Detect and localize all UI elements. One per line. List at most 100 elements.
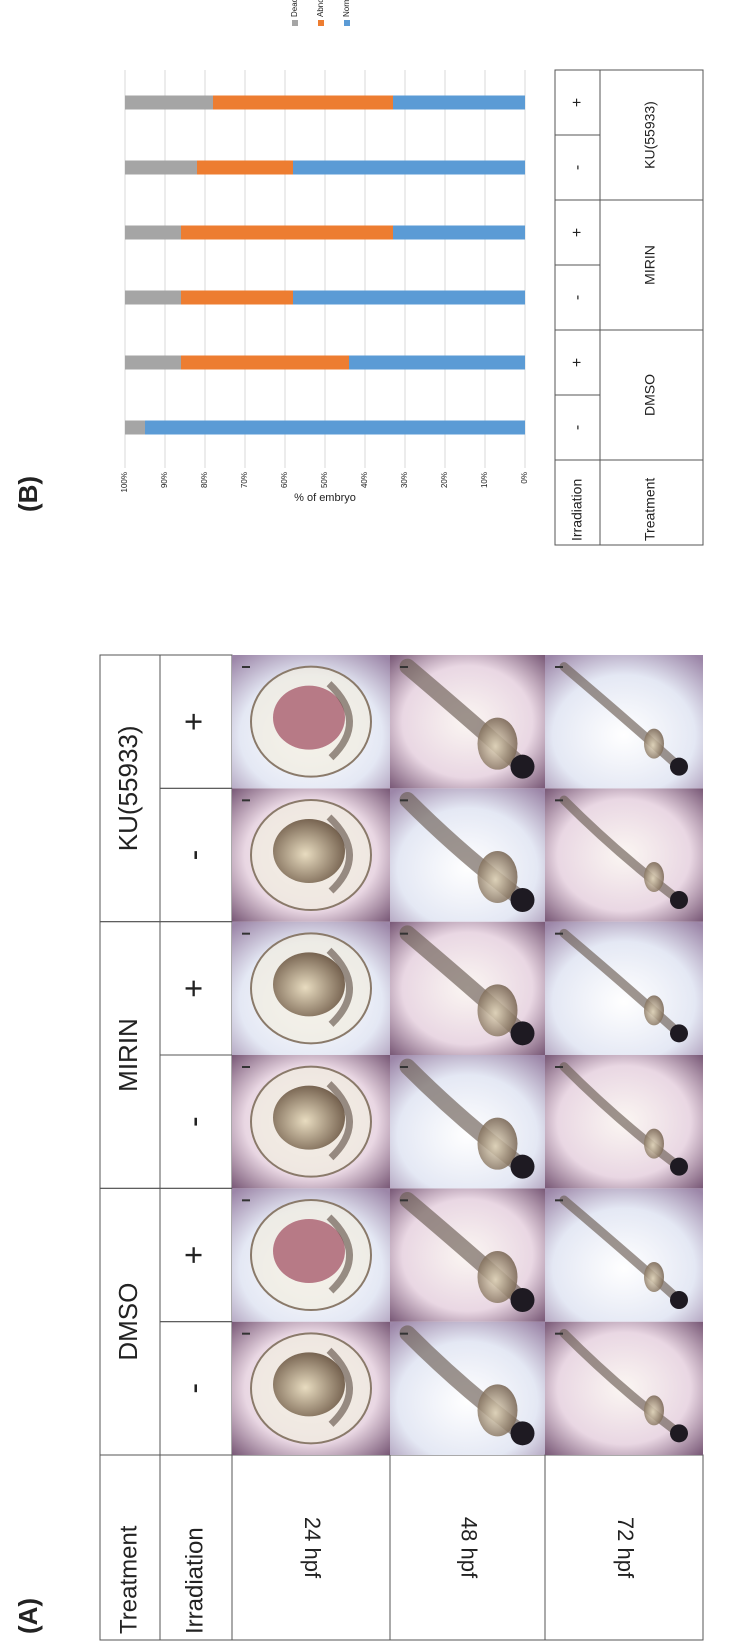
- treatment-label: DMSO: [113, 1283, 143, 1361]
- table-header: Treatment: [642, 478, 658, 541]
- embryo-image: [232, 788, 390, 921]
- bar-segment: [181, 356, 349, 370]
- larva-yolk: [644, 1262, 664, 1292]
- yolk: [273, 686, 345, 750]
- larva-yolk: [644, 1129, 664, 1159]
- treatment-label: KU(55933): [113, 725, 143, 851]
- embryo-image: [545, 655, 703, 788]
- larva-eye: [511, 1021, 535, 1045]
- irradiation-sign: -: [569, 425, 586, 430]
- y-tick-label: 20%: [440, 472, 449, 488]
- bar-segment: [393, 226, 525, 240]
- irradiation-sign: +: [569, 358, 586, 367]
- irradiation-sign: -: [569, 295, 586, 300]
- irradiation-sign: -: [175, 850, 211, 861]
- larva-eye: [670, 891, 688, 909]
- larva-yolk: [478, 1118, 518, 1170]
- bar-segment: [125, 226, 181, 240]
- larva-yolk: [644, 1395, 664, 1425]
- bar-segment: [125, 356, 181, 370]
- yolk: [273, 1352, 345, 1416]
- bar-segment: [125, 421, 145, 435]
- embryo-image: [545, 1055, 703, 1188]
- y-tick-label: 70%: [240, 472, 249, 488]
- y-tick-label: 100%: [120, 472, 129, 492]
- row-label: 24 hpf: [300, 1517, 325, 1579]
- bar-segment: [293, 161, 525, 175]
- figure: (A) Treatment Irradiation DMSO MIRIN KU(55933…: [0, 0, 739, 1648]
- yolk: [273, 819, 345, 883]
- legend-label: Dead: [290, 0, 299, 17]
- header-label: Treatment: [115, 1525, 142, 1634]
- bar-segment: [181, 291, 293, 305]
- y-axis-title: % of embryo: [294, 492, 356, 504]
- bar-segment: [125, 96, 213, 110]
- larva-yolk: [478, 851, 518, 903]
- legend-label: Normal: [342, 0, 351, 17]
- larva-yolk: [478, 1384, 518, 1436]
- larva-yolk: [644, 729, 664, 759]
- bar-segment: [349, 356, 525, 370]
- irradiation-sign: -: [175, 1383, 211, 1394]
- bar-segment: [125, 291, 181, 305]
- y-tick-label: 40%: [360, 472, 369, 488]
- irradiation-sign: +: [175, 712, 211, 731]
- irradiation-sign: -: [569, 165, 586, 170]
- treatment-label: KU(55933): [642, 101, 658, 169]
- irradiation-sign: +: [175, 979, 211, 998]
- embryo-image: [545, 1188, 703, 1321]
- legend-swatch: [292, 20, 298, 26]
- larva-yolk: [478, 1251, 518, 1303]
- bar-segment: [145, 421, 525, 435]
- panel-label: (A): [13, 1598, 43, 1634]
- larva-eye: [511, 1155, 535, 1179]
- larva-yolk: [478, 984, 518, 1036]
- bar-segment: [393, 96, 525, 110]
- irradiation-sign: +: [569, 98, 586, 107]
- embryo-image: [232, 655, 390, 788]
- embryo-image: [232, 922, 390, 1055]
- row-label: 72 hpf: [613, 1517, 638, 1579]
- y-tick-label: 0%: [520, 472, 529, 484]
- embryo-image: [390, 922, 545, 1055]
- yolk: [273, 952, 345, 1016]
- table-header: Irradiation: [569, 479, 585, 541]
- rotated-figure: (A) Treatment Irradiation DMSO MIRIN KU(55933…: [13, 0, 703, 1640]
- embryo-image: [232, 1322, 390, 1455]
- larva-eye: [670, 758, 688, 776]
- legend-swatch: [318, 20, 324, 26]
- y-tick-label: 60%: [280, 472, 289, 488]
- larva-eye: [511, 888, 535, 912]
- irradiation-sign: +: [175, 1246, 211, 1265]
- bar-segment: [293, 291, 525, 305]
- embryo-image: [390, 655, 545, 788]
- larva-eye: [670, 1291, 688, 1309]
- treatment-label: MIRIN: [642, 245, 658, 285]
- larva-eye: [670, 1158, 688, 1176]
- irradiation-sign: -: [175, 1116, 211, 1127]
- embryo-image: [390, 1055, 545, 1188]
- larva-eye: [670, 1424, 688, 1442]
- embryo-image: [545, 788, 703, 921]
- row-label: 48 hpf: [457, 1517, 482, 1579]
- yolk: [273, 1086, 345, 1150]
- larva-eye: [511, 755, 535, 779]
- bar-segment: [125, 161, 197, 175]
- y-tick-label: 30%: [400, 472, 409, 488]
- larva-eye: [511, 1288, 535, 1312]
- bar-segment: [213, 96, 393, 110]
- legend-label: Abnormal: [316, 0, 325, 17]
- y-tick-label: 10%: [480, 472, 489, 488]
- embryo-image: [390, 1188, 545, 1321]
- y-tick-label: 50%: [320, 472, 329, 488]
- larva-yolk: [644, 995, 664, 1025]
- larva-yolk: [478, 718, 518, 770]
- y-tick-label: 90%: [160, 472, 169, 488]
- larva-eye: [511, 1421, 535, 1445]
- header-label: Irradiation: [181, 1527, 208, 1634]
- irradiation-sign: +: [569, 228, 586, 237]
- larva-eye: [670, 1024, 688, 1042]
- treatment-label: MIRIN: [113, 1018, 143, 1092]
- larva-yolk: [644, 862, 664, 892]
- embryo-image: [390, 788, 545, 921]
